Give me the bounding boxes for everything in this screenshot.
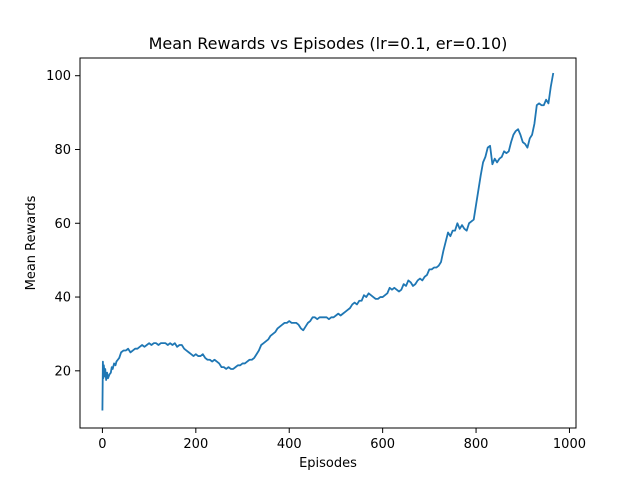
plot-background [80,58,576,428]
x-tick-label: 400 [277,437,302,452]
x-axis-ticks: 0 200 400 600 800 1000 [98,428,586,452]
y-tick-label: 40 [54,291,71,306]
y-tick-label: 80 [54,143,71,158]
chart-title: Mean Rewards vs Episodes (lr=0.1, er=0.1… [149,34,508,53]
x-axis-label: Episodes [299,456,357,471]
y-axis-label: Mean Rewards [24,195,39,290]
x-tick-label: 800 [464,437,489,452]
x-tick-label: 0 [98,437,106,452]
series-layer [101,72,555,411]
x-tick-label: 1000 [553,437,586,452]
y-tick-label: 20 [54,364,71,379]
y-tick-label: 100 [46,69,71,84]
series-line-mean-rewards [101,72,555,411]
x-tick-label: 200 [183,437,208,452]
plot-frame [79,57,577,429]
y-axis-ticks: 20 40 60 80 100 [46,69,80,379]
y-tick-label: 60 [54,217,71,232]
x-tick-label: 600 [370,437,395,452]
